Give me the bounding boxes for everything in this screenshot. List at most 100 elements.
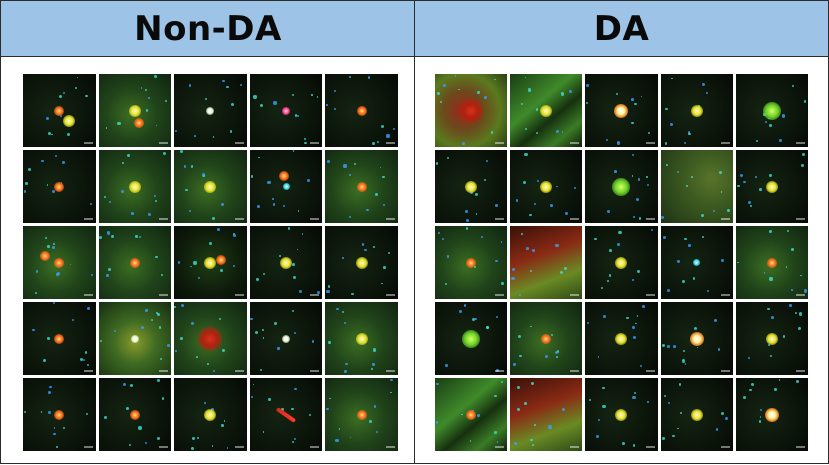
field-star — [530, 438, 533, 442]
field-star — [58, 94, 62, 98]
field-star — [326, 104, 329, 106]
field-star — [529, 213, 532, 217]
field-star — [27, 167, 31, 171]
field-star — [190, 165, 194, 168]
field-star — [293, 331, 297, 335]
field-star — [326, 407, 329, 411]
field-star — [798, 312, 803, 316]
field-star — [639, 365, 643, 368]
field-star — [597, 356, 600, 358]
yellow-star-source — [690, 104, 703, 117]
cyan-star-source — [693, 259, 701, 266]
thumbnail-image — [735, 302, 808, 375]
field-star — [23, 190, 26, 193]
field-star — [534, 424, 537, 426]
field-star — [594, 237, 597, 241]
yellow-star-source — [355, 256, 368, 269]
field-star — [292, 150, 295, 152]
thumbnail-image — [249, 74, 323, 147]
field-star — [129, 383, 133, 387]
scale-bar — [570, 142, 580, 144]
field-star — [179, 150, 183, 154]
field-star — [193, 261, 197, 265]
field-star — [272, 198, 274, 200]
field-star — [683, 142, 686, 145]
field-star — [190, 321, 194, 325]
field-star — [254, 330, 258, 335]
field-star — [743, 180, 746, 184]
field-star — [387, 252, 390, 255]
field-star — [756, 140, 759, 143]
field-star — [461, 413, 463, 416]
field-star — [631, 175, 634, 177]
field-star — [159, 357, 163, 361]
field-star — [802, 152, 805, 156]
field-star — [195, 356, 198, 358]
thumbnail-image — [325, 226, 398, 299]
field-star — [682, 350, 685, 353]
header-title-da: DA — [593, 8, 650, 49]
header-da: DA — [414, 0, 829, 58]
scale-bar — [83, 142, 93, 144]
field-star — [293, 438, 296, 441]
field-star — [221, 423, 225, 427]
field-star — [569, 89, 573, 93]
scale-bar — [83, 218, 93, 220]
field-star — [299, 289, 303, 294]
field-star — [303, 137, 306, 140]
field-star — [113, 329, 116, 333]
field-star — [701, 82, 705, 87]
field-star — [749, 388, 752, 392]
field-star — [174, 129, 177, 132]
field-star — [483, 178, 486, 181]
field-star — [759, 187, 762, 191]
red-star-source — [216, 255, 226, 266]
field-star — [185, 188, 189, 192]
field-star — [372, 348, 377, 352]
field-star — [556, 355, 558, 358]
thumbnail-image — [325, 378, 398, 451]
field-star — [148, 213, 152, 217]
field-star — [778, 378, 781, 381]
field-star — [465, 227, 469, 230]
field-star — [107, 267, 111, 271]
field-star — [338, 428, 341, 430]
scale-bar — [234, 142, 244, 144]
scale-bar — [310, 446, 320, 448]
thumbnail-image — [23, 302, 96, 375]
field-star — [83, 359, 86, 362]
field-star — [559, 270, 563, 275]
field-star — [250, 317, 253, 321]
field-star — [262, 431, 265, 434]
field-star — [250, 175, 254, 178]
field-star — [379, 166, 382, 169]
scale-bar — [795, 218, 805, 220]
field-star — [640, 95, 643, 98]
field-star — [103, 416, 107, 420]
field-star — [57, 271, 61, 275]
thumbnail-image — [249, 378, 323, 451]
field-star — [632, 395, 636, 400]
field-star — [291, 407, 294, 411]
field-star — [252, 383, 255, 386]
field-star — [526, 246, 529, 250]
scale-bar — [385, 446, 395, 448]
scale-bar — [720, 142, 730, 144]
field-star — [223, 420, 226, 422]
field-star — [474, 317, 477, 320]
scale-bar — [83, 446, 93, 448]
field-star — [233, 234, 237, 237]
red-star-source — [40, 251, 51, 262]
field-star — [713, 319, 718, 323]
field-star — [635, 197, 639, 201]
field-star — [84, 351, 88, 354]
field-star — [436, 383, 439, 386]
field-star — [47, 390, 51, 394]
field-star — [603, 314, 607, 318]
field-star — [443, 84, 447, 88]
field-star — [677, 427, 679, 430]
field-star — [529, 269, 532, 272]
field-star — [304, 141, 308, 145]
field-star — [262, 337, 265, 339]
header-non-da: Non-DA — [0, 0, 416, 58]
